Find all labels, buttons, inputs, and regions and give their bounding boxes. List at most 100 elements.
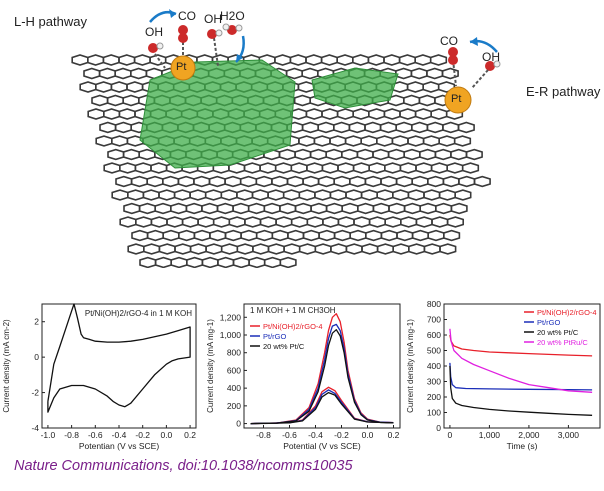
graphene-cell [423, 189, 441, 201]
x-tick-label: 0 [448, 430, 453, 440]
graphene-cell [170, 256, 188, 268]
graphene-cell [83, 67, 101, 80]
x-tick-label: -0.4 [308, 430, 323, 440]
graphene-cell [395, 175, 413, 188]
y-tick-label: 200 [227, 401, 241, 411]
graphene-cell [193, 175, 211, 188]
graphene-cell [341, 148, 359, 161]
x-tick-label: 0.0 [362, 430, 374, 440]
graphene-cell [127, 243, 145, 255]
graphene-cell [395, 121, 413, 134]
plot-frame [243, 303, 401, 429]
graphene-cell [301, 67, 319, 80]
graphene-cell [457, 121, 475, 134]
y-tick-label: -2 [31, 388, 39, 398]
oh-label-lh-2: OH [204, 12, 222, 26]
figure-caption: Nature Communications, doi:10.1038/ncomm… [14, 458, 353, 474]
graphene-cell [430, 162, 448, 174]
graphene-cell [411, 121, 429, 134]
graphene-cell [454, 189, 472, 201]
graphene-cell [352, 54, 370, 66]
graphene-cell [364, 175, 382, 188]
series-line-0 [47, 303, 191, 413]
graphene-cell [240, 229, 258, 242]
graphene-cell [142, 189, 160, 201]
graphene-cell [130, 175, 148, 188]
graphene-cell [438, 189, 456, 201]
graphene-cell [321, 162, 339, 174]
graphene-cell [259, 162, 277, 174]
graphene-cell [158, 189, 176, 201]
graphene-cell [411, 175, 429, 188]
graphene-cell [118, 54, 136, 66]
cv-koh-chart: -1.0 -0.8 -0.6 -0.4 -0.2 0.0 0.2 -4 -2 0 2 Potentia… [2, 303, 197, 451]
graphene-cell [208, 175, 226, 188]
nickel-hydroxide-patch-small [311, 67, 399, 109]
graphene-cell [189, 243, 207, 255]
y-axis-label: Current density (mA mg-1) [406, 319, 415, 413]
x-tick-label: -0.6 [88, 430, 103, 440]
y-tick-label: 500 [427, 346, 441, 356]
graphene-cell [173, 189, 191, 201]
graphene-cell [453, 135, 472, 147]
chart-annotation: 1 M KOH + 1 M CH3OH [250, 306, 336, 315]
graphene-cell [224, 229, 242, 242]
graphene-cell [329, 189, 347, 201]
graphene-cell [244, 216, 262, 228]
graphene-cell [87, 108, 105, 120]
graphene-cell [114, 121, 132, 134]
graphene-cell [204, 189, 223, 201]
graphene-cell [298, 243, 317, 255]
graphene-cell [306, 162, 324, 174]
graphene-cell [263, 202, 281, 215]
graphene-cell [376, 189, 394, 201]
graphene-cell [122, 148, 140, 161]
graphene-cell [383, 108, 401, 120]
graphene-cell [415, 216, 433, 228]
graphene-cell [368, 108, 386, 120]
co-label-lh: CO [178, 9, 196, 23]
graphene-cell [380, 175, 398, 188]
graphene-cell [305, 108, 323, 120]
graphene-cell [95, 135, 113, 147]
graphene-cell [158, 243, 176, 255]
graphene-cell [396, 229, 414, 242]
graphene-cell [418, 94, 436, 107]
graphene-cell [410, 67, 428, 80]
graphene-cell [376, 243, 394, 255]
graphene-cell [384, 216, 402, 228]
y-tick-label: 300 [427, 377, 441, 387]
graphene-cell [189, 189, 207, 201]
x-tick-label: -0.6 [282, 430, 297, 440]
x-tick-label: -0.2 [135, 430, 150, 440]
graphene-cell [279, 202, 297, 215]
y-tick-label: 700 [427, 315, 441, 325]
graphene-cell [442, 121, 460, 134]
graphene-cell [345, 243, 363, 255]
graphene-cell [201, 202, 219, 215]
x-axis-label: Time (s) [507, 441, 538, 451]
graphene-cell [251, 189, 269, 201]
graphene-cell [282, 189, 301, 201]
x-tick-label: 0.0 [160, 430, 172, 440]
graphene-cell [278, 148, 296, 161]
graphene-cell [123, 202, 141, 215]
legend-entry: Pt/rGO [537, 318, 561, 327]
graphene-cell [186, 256, 204, 268]
graphene-cell [181, 216, 199, 228]
graphene-cell [146, 229, 164, 242]
graphene-cell [236, 243, 254, 255]
graphene-cell [446, 162, 464, 174]
graphene-cell [259, 216, 277, 228]
h2o-label: H2O [220, 9, 245, 23]
y-tick-label: 600 [427, 330, 441, 340]
graphene-cell [441, 67, 459, 80]
graphene-cell [434, 148, 452, 161]
graphene-cell [422, 81, 440, 93]
graphene-cell [271, 175, 289, 188]
graphene-cell [103, 162, 121, 174]
graphene-cell [403, 202, 421, 215]
graphene-cell [349, 229, 367, 242]
graphene-cell [380, 229, 398, 242]
graphene-cell [138, 202, 156, 215]
